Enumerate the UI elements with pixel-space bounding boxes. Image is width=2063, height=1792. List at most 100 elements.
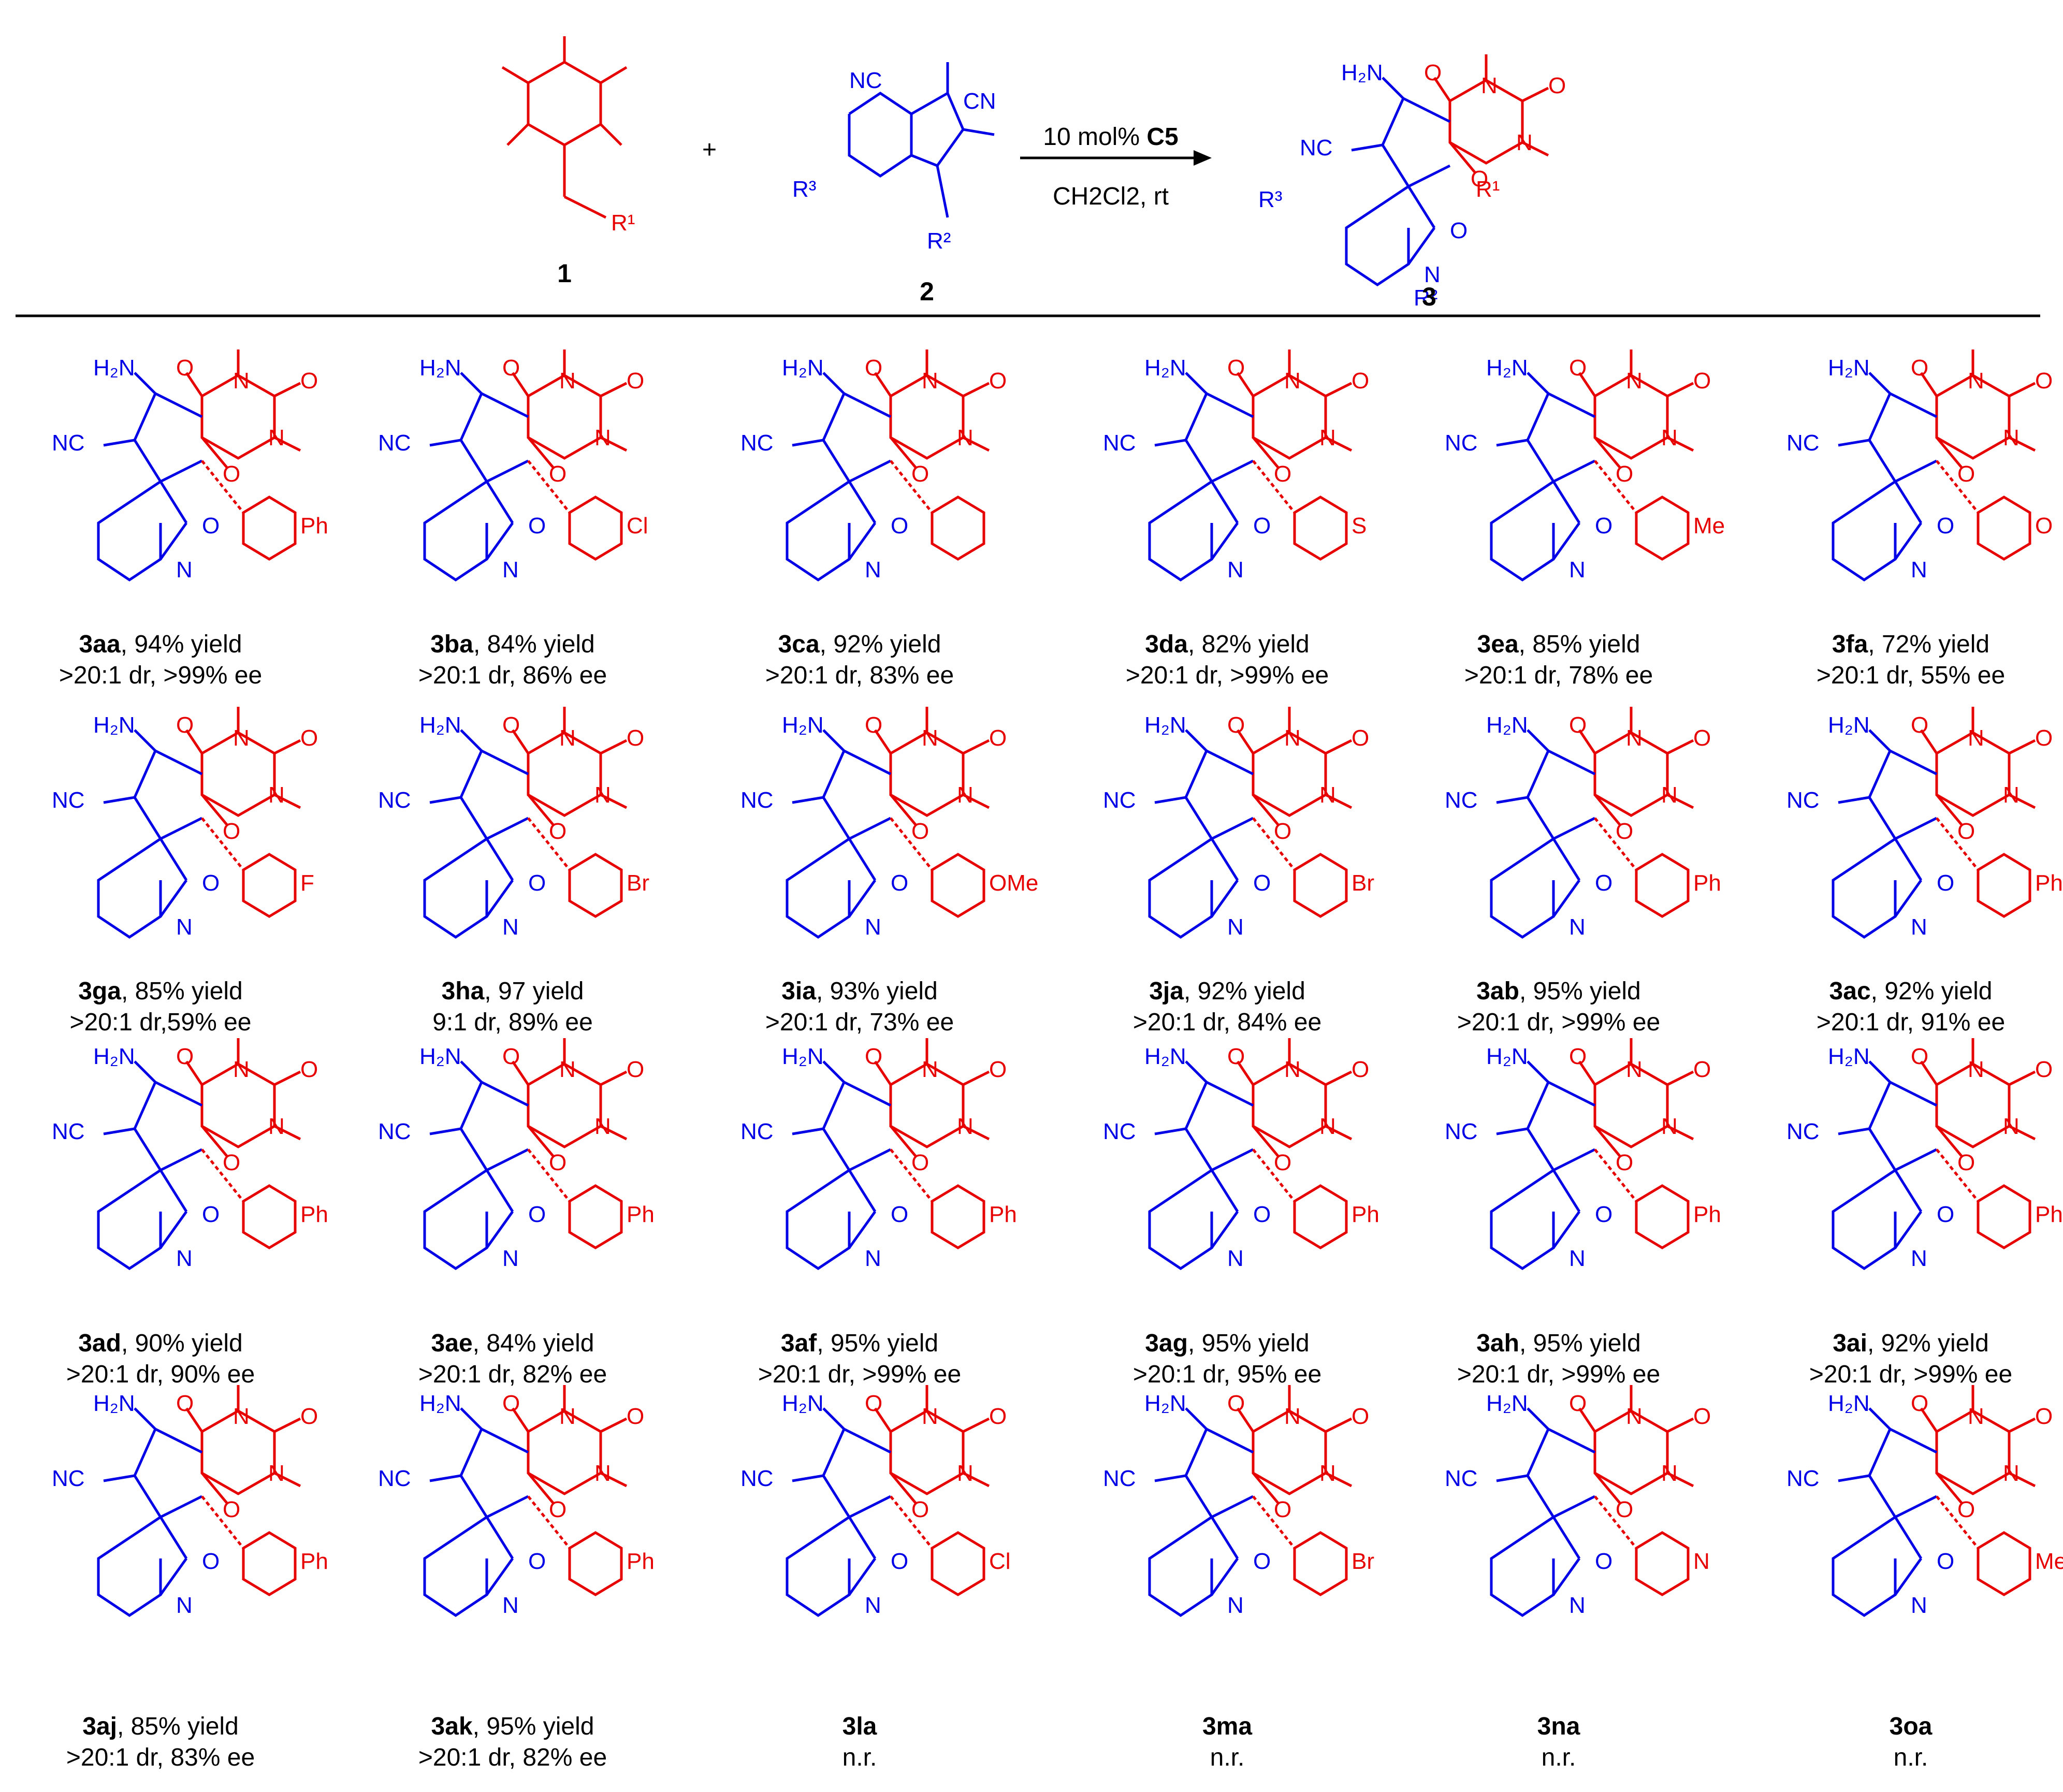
aryl-ring-3ah	[1635, 1184, 1690, 1249]
substituent-3ag: Ph	[1352, 1202, 1379, 1227]
substituent-3ga: F	[300, 870, 314, 896]
compound-yield: , 93% yield	[816, 978, 938, 1005]
structure-3ma: Br	[1103, 1385, 1374, 1618]
compound-yield: , 92% yield	[1184, 978, 1305, 1005]
product-entry-3ah: Ph 3ah, 95% yield >20:1 dr, >99% ee	[1445, 1038, 1721, 1388]
compound-id: 3ia	[781, 978, 816, 1005]
structure-3af: Ph	[740, 1038, 1017, 1271]
header-reaction: R¹ 1 + NC CN R³ R² 2 10 mol% C5 CH2Cl2, …	[501, 36, 1566, 311]
compound-label-3aj: 3aj, 85% yield	[82, 1713, 239, 1740]
aryl-ring-3ai	[1977, 1184, 2031, 1249]
stereo-bond-3ia	[890, 817, 933, 871]
compound-label-3aa: 3aa, 94% yield	[79, 631, 242, 658]
product-entry-3la: Cl 3la n.r.	[740, 1385, 1011, 1771]
aryl-ring-3ak	[568, 1531, 623, 1596]
compound-label-3ba: 3ba, 84% yield	[430, 631, 595, 658]
compound-2-r3: R³	[792, 177, 816, 202]
compound-id: 3ga	[78, 978, 121, 1005]
compound-yield: , 72% yield	[1868, 631, 1989, 658]
product-entry-3ha: Br 3ha, 97 yield 9:1 dr, 89% ee	[378, 707, 649, 1036]
compound-2-cn-left: NC	[849, 68, 882, 93]
aryl-ring-3fa	[1977, 496, 2031, 561]
compound-label-3la: 3la	[842, 1713, 877, 1740]
substituent-3af: Ph	[989, 1202, 1017, 1227]
structure-3fa: O	[1786, 349, 2053, 582]
compound-id: 3ja	[1149, 978, 1184, 1005]
stereo-bond-3aj	[201, 1495, 244, 1549]
compound-id: 3ak	[431, 1713, 473, 1740]
structure-3ab: Ph	[1445, 707, 1721, 940]
substituent-3ak: Ph	[627, 1549, 655, 1574]
structure-3na: N	[1445, 1385, 1711, 1618]
stereo-bond-3fa	[1936, 460, 1979, 514]
product-entry-3ba: Cl 3ba, 84% yield >20:1 dr, 86% ee	[378, 349, 648, 689]
compound-yield: , 84% yield	[473, 1330, 594, 1357]
structure-3ac: Ph	[1786, 707, 2063, 940]
compound-yield: , 92% yield	[1871, 978, 1993, 1005]
substituent-3da: S	[1352, 513, 1367, 538]
compound-id: 3ah	[1476, 1330, 1519, 1357]
compound-selectivity-3aj: >20:1 dr, 83% ee	[66, 1744, 255, 1771]
aryl-ring-3la	[931, 1531, 985, 1596]
aryl-ring-3ba	[568, 496, 623, 561]
compound-label-3ai: 3ai, 92% yield	[1833, 1330, 1989, 1357]
compound-yield: , 85% yield	[1519, 631, 1640, 658]
aryl-ring-3da	[1293, 496, 1348, 561]
product-entry-3ia: OMe 3ia, 93% yield >20:1 dr, 73% ee	[740, 707, 1038, 1036]
aryl-ring-3ga	[242, 853, 297, 918]
aryl-ring-3ca	[931, 496, 985, 561]
product-3-r2: R²	[1414, 285, 1437, 311]
compound-2-structure	[848, 62, 995, 218]
structure-3ba: Cl	[378, 349, 648, 582]
structure-3ea: Me	[1445, 349, 1725, 582]
compound-selectivity-3ha: 9:1 dr, 89% ee	[432, 1009, 593, 1036]
structure-3la: Cl	[740, 1385, 1011, 1618]
compound-yield: , 84% yield	[473, 631, 595, 658]
product-entry-3ja: Br 3ja, 92% yield >20:1 dr, 84% ee	[1103, 707, 1374, 1036]
compound-id: 3af	[781, 1330, 817, 1357]
structure-3ca	[740, 349, 1007, 582]
substituent-3ja: Br	[1352, 870, 1374, 896]
compound-selectivity-3ad: >20:1 dr, 90% ee	[66, 1361, 255, 1388]
structure-3ja: Br	[1103, 707, 1374, 940]
product-entry-3ga: F 3ga, 85% yield >20:1 dr,59% ee	[52, 707, 318, 1036]
compound-label-3ja: 3ja, 92% yield	[1149, 978, 1305, 1005]
substituent-3ea: Me	[1693, 513, 1725, 538]
compound-yield: , 92% yield	[820, 631, 941, 658]
arrow-conditions-below: CH2Cl2, rt	[1053, 183, 1169, 210]
compound-yield: , 85% yield	[117, 1713, 239, 1740]
aryl-ring-3ag	[1293, 1184, 1348, 1249]
product-entry-3ca: 3ca, 92% yield >20:1 dr, 83% ee	[740, 349, 1007, 689]
substituent-3ha: Br	[627, 870, 649, 896]
reaction-arrowhead	[1194, 150, 1212, 166]
compound-label-3ae: 3ae, 84% yield	[431, 1330, 594, 1357]
aryl-ring-3aa	[242, 496, 297, 561]
structure-3ae: Ph	[378, 1038, 655, 1271]
substituent-3oa: MeO	[2035, 1549, 2063, 1574]
structure-3ga: F	[52, 707, 318, 940]
aryl-ring-3oa	[1977, 1531, 2031, 1596]
compound-id: 3ae	[431, 1330, 473, 1357]
compound-id: 3aa	[79, 631, 121, 658]
compound-id: 3da	[1145, 631, 1188, 658]
structure-3aa: Ph	[52, 349, 328, 582]
substituent-3ba: Cl	[627, 513, 648, 538]
compound-selectivity-3da: >20:1 dr, >99% ee	[1126, 662, 1329, 689]
product-entry-3na: N 3na n.r.	[1445, 1385, 1711, 1771]
product-entry-3af: Ph 3af, 95% yield >20:1 dr, >99% ee	[740, 1038, 1017, 1388]
structure-3oa: MeO	[1786, 1385, 2063, 1618]
stereo-bond-3ak	[527, 1495, 571, 1549]
product-3-structure	[1300, 54, 1566, 287]
stereo-bond-3af	[890, 1148, 933, 1202]
product-3-r1: R¹	[1476, 177, 1500, 202]
aryl-ring-3aj	[242, 1531, 297, 1596]
compound-yield: , 82% yield	[1188, 631, 1310, 658]
aryl-ring-3ja	[1293, 853, 1348, 918]
arrow-conditions-above: 10 mol% C5	[1043, 123, 1178, 151]
product-entry-3ad: Ph 3ad, 90% yield >20:1 dr, 90% ee	[52, 1038, 328, 1388]
stereo-bond-3ah	[1594, 1148, 1637, 1202]
aryl-ring-3na	[1635, 1531, 1690, 1596]
structure-3ad: Ph	[52, 1038, 328, 1271]
compound-selectivity-3af: >20:1 dr, >99% ee	[758, 1361, 961, 1388]
